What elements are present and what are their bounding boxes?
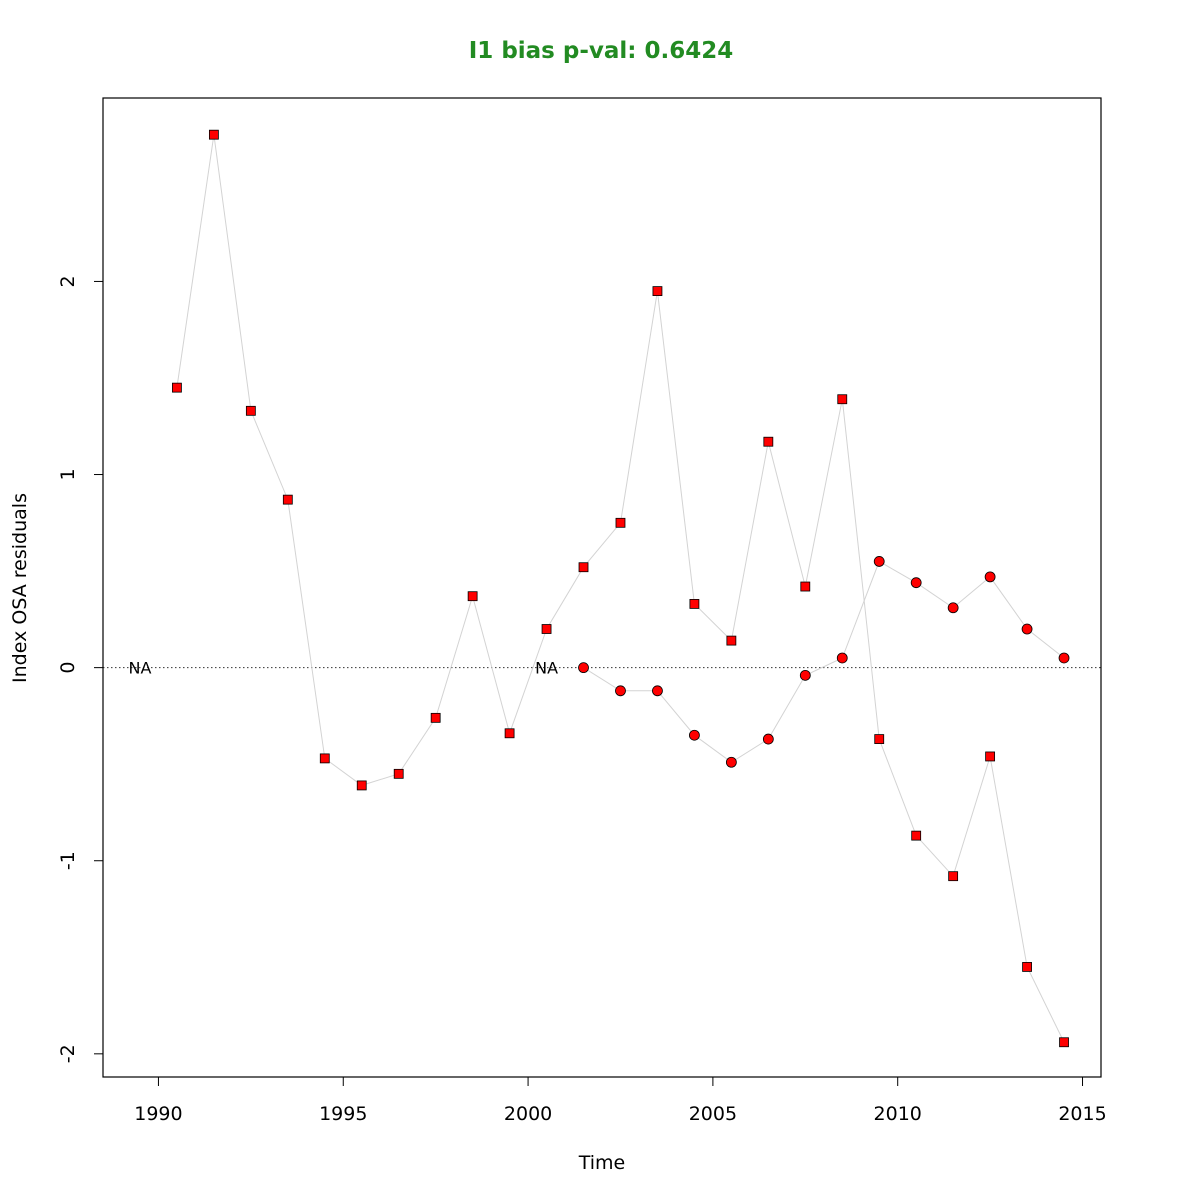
data-point-circle	[1058, 652, 1070, 664]
na-label: NA	[535, 659, 558, 678]
data-point-square	[430, 712, 441, 723]
data-point-circle	[947, 602, 959, 614]
x-axis: 1990 1995 2000 2005 2010 2015	[134, 1076, 1107, 1125]
data-point-square	[1059, 1037, 1069, 1048]
y-tick-label: 0	[57, 662, 79, 674]
plot-frame	[102, 97, 1102, 1078]
plot-area: NA NA	[103, 129, 1101, 1048]
data-point-circle	[578, 662, 589, 674]
data-point-square	[245, 405, 256, 416]
data-point-square	[172, 382, 182, 393]
data-point-square	[615, 517, 626, 528]
data-point-square	[652, 286, 663, 296]
data-point-square	[356, 780, 367, 791]
data-point-square	[911, 830, 922, 841]
data-point-circle	[984, 571, 996, 583]
y-tick-label: -2	[57, 1044, 79, 1063]
x-tick-label: 2010	[874, 1103, 922, 1125]
y-axis: -2 -1 0 1 2	[57, 275, 104, 1063]
data-point-circle	[652, 685, 663, 697]
data-point-circle	[615, 685, 626, 697]
data-point-square	[208, 129, 219, 140]
data-point-square	[467, 591, 478, 602]
data-point-square	[504, 728, 515, 739]
series-1-line	[176, 134, 1065, 1043]
data-point-square	[1022, 962, 1032, 972]
data-point-square	[689, 599, 700, 609]
data-point-circle	[725, 756, 737, 768]
data-point-square	[948, 871, 959, 882]
data-point-circle	[910, 577, 922, 589]
x-tick-label: 1990	[134, 1103, 182, 1125]
y-tick-label: 2	[57, 275, 79, 287]
na-label: NA	[129, 659, 152, 678]
data-point-square	[763, 436, 774, 447]
data-point-circle	[1021, 623, 1033, 635]
x-tick-label: 2005	[689, 1103, 737, 1125]
data-point-circle	[762, 733, 774, 745]
x-tick-label: 1995	[319, 1103, 367, 1125]
y-axis-label: Index OSA residuals	[9, 493, 31, 683]
data-point-circle	[689, 729, 700, 741]
x-tick-label: 2015	[1058, 1103, 1106, 1125]
data-point-circle	[799, 669, 811, 681]
data-point-square	[282, 494, 293, 505]
data-point-circle	[873, 556, 885, 567]
data-point-square	[985, 751, 996, 762]
data-point-square	[800, 581, 811, 592]
chart-title: I1 bias p-val: 0.6424	[469, 38, 734, 64]
data-point-square	[393, 768, 404, 779]
series-2-line	[583, 560, 1065, 763]
data-point-square	[541, 624, 552, 634]
y-tick-label: -1	[57, 851, 79, 870]
data-point-square	[837, 394, 848, 405]
data-point-square	[319, 753, 330, 764]
data-point-circle	[836, 652, 848, 664]
data-point-square	[874, 734, 885, 744]
x-axis-label: Time	[578, 1152, 626, 1174]
x-tick-label: 2000	[504, 1103, 552, 1125]
data-point-square	[726, 635, 737, 646]
y-tick-label: 1	[57, 468, 79, 480]
data-point-square	[578, 562, 589, 573]
